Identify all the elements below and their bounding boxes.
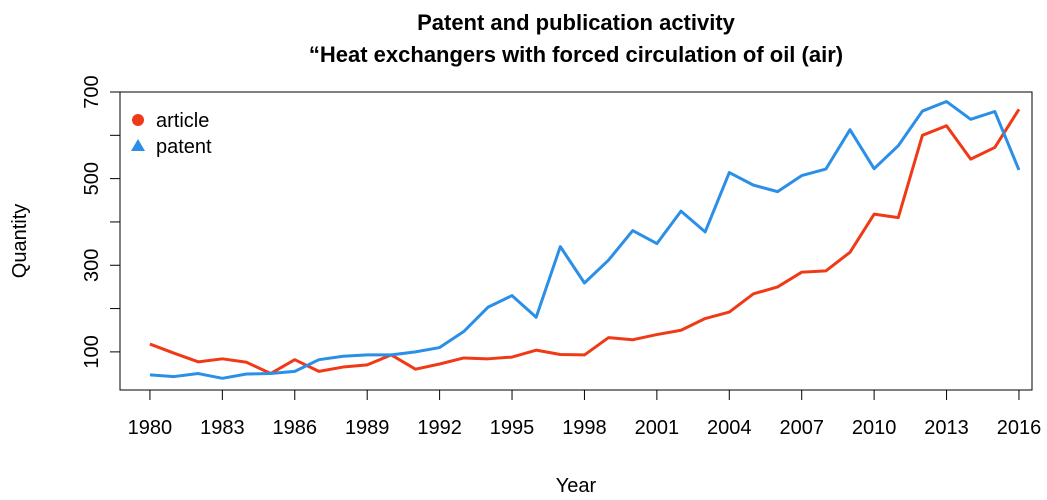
x-tick-label: 1992 [417, 417, 462, 439]
y-tick-label: 100 [81, 335, 103, 368]
x-tick-label: 2010 [852, 417, 897, 439]
x-tick-label: 2004 [707, 417, 752, 439]
legend-label: patent [156, 136, 212, 158]
y-axis-label: Quantity [9, 204, 31, 278]
y-tick-label: 300 [81, 249, 103, 282]
x-tick-label: 2001 [635, 417, 680, 439]
x-tick-label: 2016 [997, 417, 1042, 439]
line-series [149, 100, 1021, 380]
x-tick-label: 1983 [200, 417, 245, 439]
plot-frame [119, 91, 1033, 391]
legend-marker [132, 114, 144, 126]
legend-marker [131, 139, 145, 151]
x-tick-label: 1986 [273, 417, 318, 439]
line-series [149, 108, 1021, 376]
chart-subtitle: “Heat exchangers with forced circulation… [309, 42, 843, 67]
y-tick-label: 500 [81, 162, 103, 195]
x-tick-label: 1989 [345, 417, 390, 439]
y-tick-label: 700 [81, 75, 103, 108]
chart-title: Patent and publication activity [417, 10, 736, 35]
x-tick-label: 1995 [490, 417, 535, 439]
x-tick-label: 2013 [924, 417, 969, 439]
legend-label: article [156, 110, 209, 132]
x-tick-label: 1980 [128, 417, 173, 439]
x-axis-label: Year [556, 475, 597, 497]
x-tick-label: 2007 [779, 417, 824, 439]
x-tick-label: 1998 [562, 417, 607, 439]
